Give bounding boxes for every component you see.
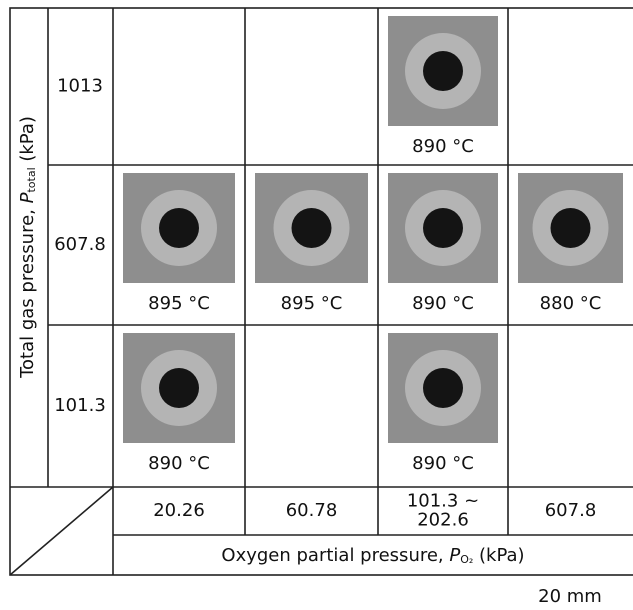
sample-spot — [423, 51, 463, 91]
label-text: Total gas pressure, — [17, 203, 38, 379]
sample-spot — [291, 208, 332, 248]
label-subscript: total — [25, 167, 38, 192]
row-label: 607.8 — [54, 234, 106, 255]
column-label: 607.8 — [545, 500, 597, 521]
y-axis-label: Total gas pressure, Ptotal (kPa) — [17, 116, 38, 379]
grid — [9, 7, 633, 576]
temperature-label: 890 °C — [412, 453, 474, 474]
label-unit: (kPa) — [17, 116, 38, 167]
temperature-label: 895 °C — [148, 293, 210, 314]
temperature-label: 880 °C — [540, 293, 602, 314]
column-label: 101.3 ~ — [407, 491, 479, 512]
sample-spot — [159, 208, 199, 248]
sample-spot — [423, 368, 463, 408]
diagonal — [9, 486, 114, 576]
column-label: 60.78 — [286, 500, 338, 521]
scale-label: 20 mm — [538, 586, 602, 607]
column-label: 202.6 — [417, 510, 469, 531]
sample-spot — [423, 208, 463, 248]
row-label: 1013 — [57, 76, 103, 97]
row-label: 101.3 — [54, 395, 106, 416]
sample-spot — [159, 368, 199, 408]
temperature-label: 890 °C — [412, 136, 474, 157]
label-unit: (kPa) — [473, 545, 524, 566]
sample-spot — [550, 208, 591, 248]
label-symbol: P — [17, 192, 38, 203]
temperature-label: 895 °C — [281, 293, 343, 314]
label-symbol: P — [449, 545, 460, 566]
frame — [9, 7, 633, 576]
temperature-label: 890 °C — [148, 453, 210, 474]
label-text: Oxygen partial pressure, — [221, 545, 449, 566]
label-subscript: O₂ — [460, 553, 473, 566]
column-label: 20.26 — [153, 500, 205, 521]
temperature-label: 890 °C — [412, 293, 474, 314]
x-axis-label: Oxygen partial pressure, PO₂ (kPa) — [221, 545, 524, 566]
